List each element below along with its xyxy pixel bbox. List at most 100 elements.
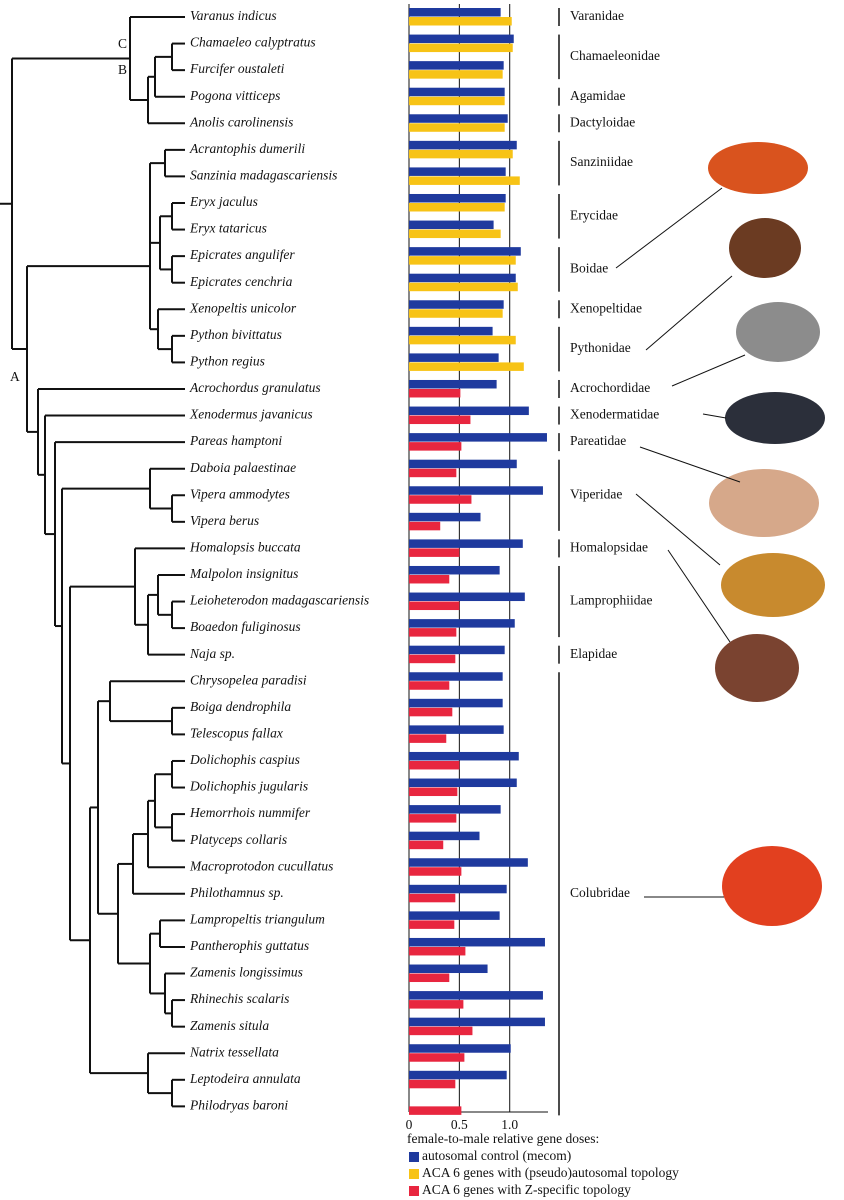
bar xyxy=(409,17,512,26)
bar xyxy=(409,973,450,983)
bar xyxy=(409,61,504,70)
species-label: Dolichophis caspius xyxy=(189,752,300,767)
bar xyxy=(409,672,503,681)
species-label: Lampropeltis triangulum xyxy=(189,911,325,926)
bar xyxy=(409,433,547,442)
connector-line xyxy=(667,549,731,643)
bar xyxy=(409,991,543,1000)
x-tick-label: 0 xyxy=(406,1117,413,1132)
connector-line xyxy=(671,354,746,387)
species-label: Varanus indicus xyxy=(190,8,277,23)
snake-illustration xyxy=(721,553,825,617)
species-label: Vipera berus xyxy=(190,513,259,528)
species-label: Epicrates cenchria xyxy=(189,274,293,289)
species-label: Dolichophis jugularis xyxy=(189,779,308,794)
family-label: Viperidae xyxy=(570,486,622,501)
bar xyxy=(409,574,450,584)
bar xyxy=(409,300,504,309)
bar xyxy=(409,1106,462,1115)
bar xyxy=(409,937,545,947)
snake-illustration xyxy=(725,392,825,444)
legend-swatch xyxy=(409,1186,419,1196)
bar xyxy=(409,645,505,655)
species-label: Macroprotodon cucullatus xyxy=(189,858,333,873)
bar xyxy=(409,681,450,690)
species-label: Boiga dendrophila xyxy=(190,699,291,714)
connector-line xyxy=(635,493,721,566)
species-label: Sanzinia madagascariensis xyxy=(190,168,337,183)
x-tick-label: 0.5 xyxy=(451,1117,468,1132)
family-label: Chamaeleonidae xyxy=(570,48,660,63)
bar xyxy=(409,1079,456,1089)
legend-swatch xyxy=(409,1169,419,1179)
species-label: Python regius xyxy=(189,354,265,369)
bar xyxy=(409,628,457,637)
bar xyxy=(409,592,525,602)
bar xyxy=(409,521,441,531)
family-label: Lamprophiidae xyxy=(570,593,652,608)
x-tick-label: 1.0 xyxy=(501,1117,518,1132)
bar xyxy=(409,468,457,478)
species-label: Pantherophis guttatus xyxy=(189,938,309,953)
bar xyxy=(409,1070,507,1080)
connector-line xyxy=(702,413,727,419)
bar xyxy=(409,831,480,841)
snake-illustration xyxy=(736,302,820,362)
bar xyxy=(409,805,501,814)
bar xyxy=(409,167,506,176)
bar xyxy=(409,202,505,212)
bar xyxy=(409,486,543,495)
family-label: Pythonidae xyxy=(570,340,631,355)
phylogeny xyxy=(0,16,185,1108)
bar xyxy=(409,459,517,469)
bar xyxy=(409,247,521,256)
node-label: C xyxy=(118,36,127,51)
family-label: Xenopeltidae xyxy=(570,300,642,315)
bar xyxy=(409,193,506,203)
family-label: Sanziniidae xyxy=(570,154,633,169)
species-label: Daboia palaestinae xyxy=(189,460,296,475)
bar xyxy=(409,548,460,557)
bar xyxy=(409,379,497,389)
species-label: Boaedon fuliginosus xyxy=(190,619,301,634)
species-label: Platyceps collaris xyxy=(189,832,287,847)
bar xyxy=(409,406,529,416)
bar xyxy=(409,1000,464,1009)
bar xyxy=(409,123,505,132)
species-label: Xenodermus javanicus xyxy=(189,407,313,422)
bar xyxy=(409,1044,511,1053)
bar xyxy=(409,362,524,371)
species-label: Zamenis longissimus xyxy=(190,965,303,980)
family-label: Boidae xyxy=(570,261,608,276)
node-label: A xyxy=(10,369,20,384)
species-label: Vipera ammodytes xyxy=(190,486,290,501)
connector-line xyxy=(615,187,723,269)
bar xyxy=(409,149,513,159)
connector-line xyxy=(645,275,733,351)
bar xyxy=(409,140,517,150)
species-label: Python bivittatus xyxy=(189,327,282,342)
bar xyxy=(409,512,481,522)
bar xyxy=(409,388,461,398)
bar xyxy=(409,96,505,106)
bar xyxy=(409,353,499,362)
bar xyxy=(409,1026,473,1036)
species-label: Telescopus fallax xyxy=(190,725,283,740)
bar xyxy=(409,654,456,664)
family-label: Agamidae xyxy=(570,88,625,103)
bar xyxy=(409,34,514,44)
snake-illustration xyxy=(709,469,819,537)
legend-swatch xyxy=(409,1152,419,1162)
snake-illustration xyxy=(722,846,822,926)
bar xyxy=(409,884,507,894)
species-label: Natrix tessellata xyxy=(189,1044,279,1059)
species-label: Furcifer oustaleti xyxy=(189,61,285,76)
bar xyxy=(409,539,523,548)
species-label: Xenopeltis unicolor xyxy=(189,300,297,315)
species-label: Hemorrhois nummifer xyxy=(189,805,311,820)
bar xyxy=(409,70,503,79)
species-label: Chamaeleo calyptratus xyxy=(190,35,316,50)
connector-lines xyxy=(615,187,746,898)
legend-label: ACA 6 genes with (pseudo)autosomal topol… xyxy=(422,1165,679,1180)
